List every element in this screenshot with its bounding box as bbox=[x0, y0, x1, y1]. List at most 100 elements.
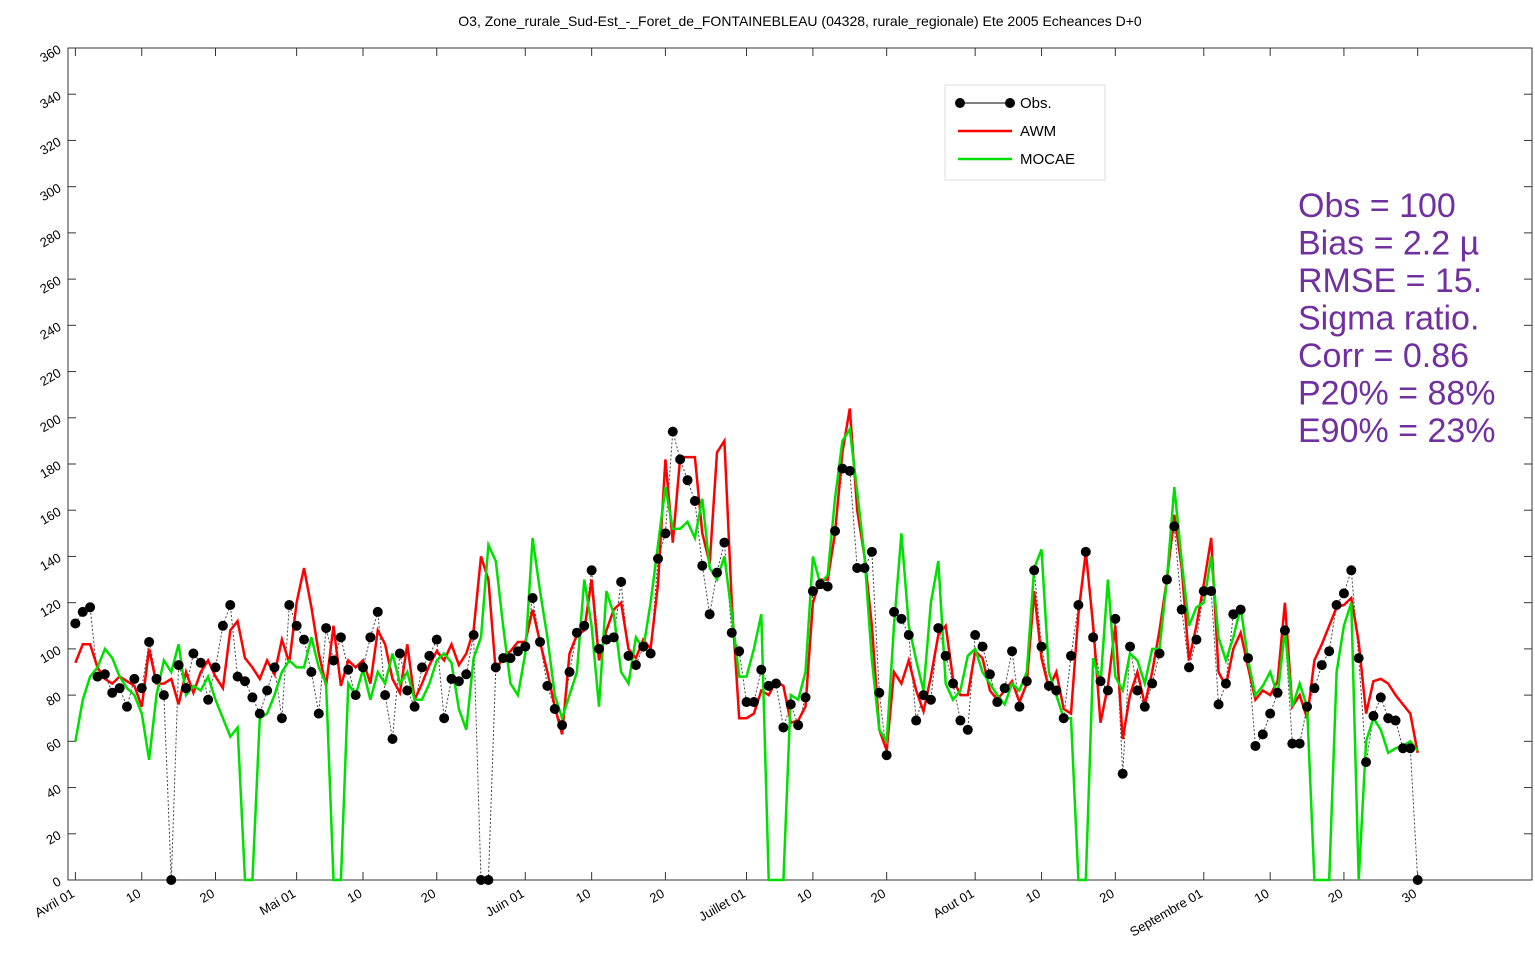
obs-point bbox=[866, 546, 877, 557]
obs-point bbox=[1088, 632, 1099, 643]
obs-point bbox=[1176, 604, 1187, 615]
obs-point bbox=[1316, 660, 1327, 671]
obs-point bbox=[1073, 599, 1084, 610]
obs-point bbox=[549, 703, 560, 714]
obs-point bbox=[579, 620, 590, 631]
obs-point bbox=[793, 720, 804, 731]
obs-point bbox=[984, 669, 995, 680]
obs-point bbox=[203, 694, 214, 705]
obs-point bbox=[527, 593, 538, 604]
obs-point bbox=[630, 660, 641, 671]
x-tick-label: 20 bbox=[868, 886, 888, 906]
legend-marker bbox=[955, 98, 965, 108]
obs-point bbox=[1250, 740, 1261, 751]
obs-point bbox=[173, 660, 184, 671]
x-tick-label: 20 bbox=[647, 886, 667, 906]
obs-point bbox=[476, 875, 487, 885]
y-tick-label: 60 bbox=[43, 735, 63, 755]
obs-point bbox=[365, 632, 376, 643]
obs-point bbox=[645, 648, 656, 659]
obs-point bbox=[1043, 680, 1054, 691]
obs-point bbox=[712, 567, 723, 578]
obs-point bbox=[557, 720, 568, 731]
obs-point bbox=[284, 599, 295, 610]
obs-point bbox=[453, 676, 464, 687]
obs-point bbox=[490, 662, 501, 673]
obs-point bbox=[1154, 648, 1165, 659]
obs-point bbox=[291, 620, 302, 631]
obs-point bbox=[210, 662, 221, 673]
obs-point bbox=[999, 683, 1010, 694]
series-line bbox=[74, 425, 1419, 882]
obs-point bbox=[217, 620, 228, 631]
obs-point bbox=[675, 454, 686, 465]
obs-point bbox=[992, 697, 1003, 708]
obs-point bbox=[1375, 692, 1386, 703]
obs-point bbox=[254, 708, 265, 719]
obs-point bbox=[874, 687, 885, 698]
obs-point bbox=[748, 697, 759, 708]
obs-point bbox=[461, 669, 472, 680]
obs-point bbox=[358, 662, 369, 673]
obs-point bbox=[859, 563, 870, 573]
obs-point bbox=[1390, 715, 1401, 726]
obs-point bbox=[1243, 653, 1254, 664]
obs-point bbox=[1191, 634, 1202, 645]
y-tick-label: 40 bbox=[43, 781, 63, 801]
obs-point bbox=[962, 724, 973, 735]
obs-point bbox=[918, 690, 929, 701]
x-tick-label: 10 bbox=[123, 886, 143, 906]
obs-point bbox=[719, 537, 730, 548]
legend-label: Obs. bbox=[1020, 95, 1052, 112]
obs-point bbox=[1287, 738, 1298, 749]
obs-point bbox=[1257, 729, 1268, 740]
obs-point bbox=[402, 685, 413, 696]
obs-point bbox=[114, 683, 125, 694]
obs-point bbox=[903, 630, 914, 641]
obs-point bbox=[409, 701, 420, 712]
obs-point bbox=[343, 664, 354, 675]
obs-point bbox=[1117, 768, 1128, 779]
obs-point bbox=[925, 694, 936, 705]
obs-point bbox=[830, 526, 841, 537]
x-tick-label: 10 bbox=[794, 886, 814, 906]
x-tick-label: 10 bbox=[1023, 886, 1043, 906]
obs-point bbox=[697, 560, 708, 571]
obs-point bbox=[1405, 743, 1416, 754]
obs-point bbox=[1051, 685, 1062, 696]
obs-point bbox=[1353, 653, 1364, 664]
obs-point bbox=[151, 673, 162, 684]
obs-point bbox=[616, 576, 627, 587]
obs-point bbox=[1368, 710, 1379, 721]
obs-point bbox=[653, 553, 664, 564]
obs-point bbox=[1029, 565, 1040, 576]
obs-point bbox=[262, 685, 273, 696]
obs-point bbox=[704, 609, 715, 620]
obs-point bbox=[1132, 685, 1143, 696]
obs-point bbox=[99, 669, 110, 680]
obs-point bbox=[1331, 599, 1342, 610]
obs-point bbox=[1279, 625, 1290, 636]
obs-point bbox=[1235, 604, 1246, 615]
obs-point bbox=[1147, 678, 1158, 689]
obs-point bbox=[468, 630, 479, 641]
stat-text: Obs = 100 bbox=[1298, 187, 1456, 225]
obs-point bbox=[638, 641, 649, 652]
obs-point bbox=[1169, 521, 1180, 532]
obs-point bbox=[1021, 676, 1032, 687]
obs-point bbox=[195, 657, 206, 668]
obs-point bbox=[1294, 738, 1305, 749]
obs-point bbox=[1139, 701, 1150, 712]
y-tick-label: 80 bbox=[43, 689, 63, 709]
obs-point bbox=[1102, 685, 1113, 696]
obs-point bbox=[734, 646, 745, 657]
obs-point bbox=[269, 662, 280, 673]
legend-label: AWM bbox=[1020, 123, 1056, 140]
x-tick-label: 10 bbox=[344, 886, 364, 906]
obs-point bbox=[756, 664, 767, 675]
obs-point bbox=[306, 667, 317, 677]
obs-point bbox=[660, 528, 671, 539]
obs-point bbox=[1206, 586, 1217, 597]
obs-point bbox=[977, 641, 988, 652]
